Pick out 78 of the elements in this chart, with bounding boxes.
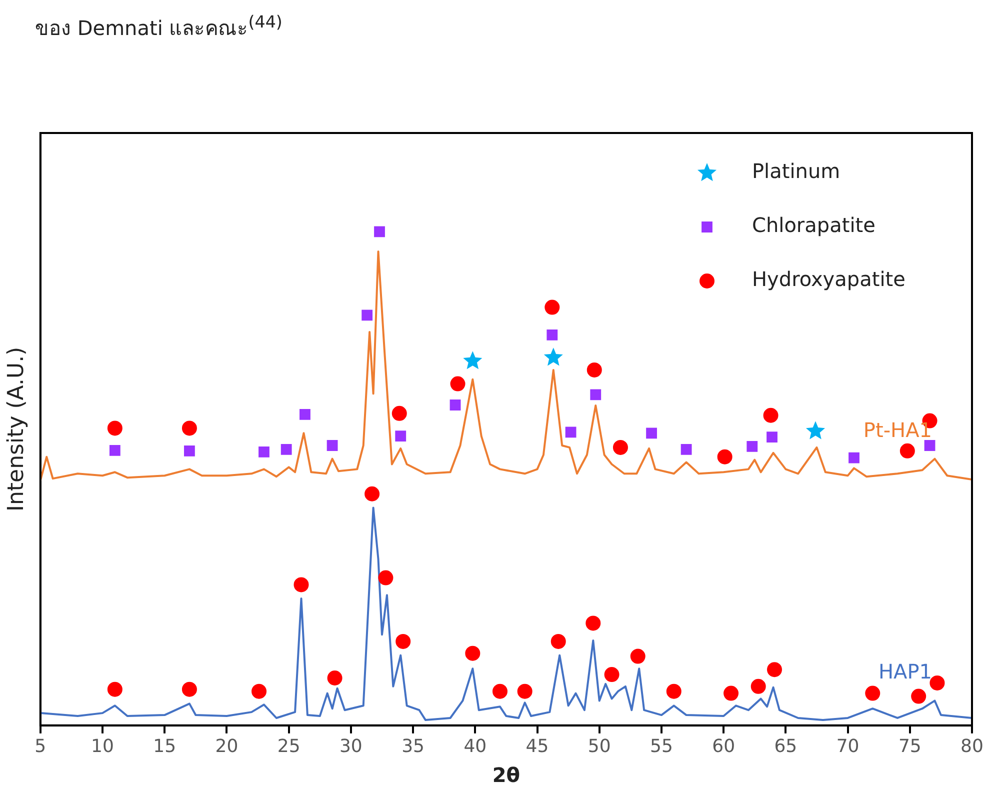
point [107, 682, 122, 697]
x-tick-label: 60 [712, 736, 736, 757]
point [865, 686, 880, 701]
point [586, 362, 602, 378]
point [362, 310, 373, 321]
legend-label: Hydroxyapatite [752, 267, 906, 292]
x-tick-label: 5 [34, 736, 46, 757]
point [327, 670, 342, 686]
point [806, 421, 825, 440]
x-tick-label: 35 [402, 736, 424, 757]
point [517, 684, 532, 699]
point [463, 351, 482, 370]
legend-label: Platinum [752, 159, 840, 184]
point [646, 428, 657, 439]
point [666, 684, 682, 699]
point [565, 426, 576, 438]
point [763, 408, 778, 423]
point [750, 678, 766, 694]
point [252, 684, 267, 699]
x-tick-label: 25 [277, 736, 300, 757]
point [450, 400, 461, 410]
point [746, 441, 758, 452]
point [924, 440, 936, 451]
point [378, 570, 394, 586]
point [294, 577, 309, 592]
point [848, 452, 860, 464]
point [182, 682, 197, 697]
point [550, 634, 566, 649]
x-tick-label: 40 [464, 736, 487, 757]
point [395, 430, 406, 442]
x-tick-label: 50 [588, 736, 611, 757]
y-axis-title: Intensity (A.U.) [4, 346, 29, 512]
series-label: Pt-HA1 [863, 418, 932, 442]
point [930, 675, 945, 690]
x-tick-label: 55 [650, 736, 673, 757]
text: ของ Demnati และคณะ$^{(44)}$ [35, 12, 282, 42]
x-axis-title: 2θ [492, 763, 520, 788]
legend-label: Chlorapatite [752, 213, 876, 238]
point [465, 646, 480, 661]
point [280, 444, 292, 455]
x-tick-label: 30 [339, 736, 362, 757]
x-tick-label: 65 [774, 736, 798, 757]
point [630, 648, 646, 664]
point [182, 420, 197, 436]
point [258, 446, 270, 458]
x-tick-label: 20 [215, 736, 238, 757]
point [546, 329, 558, 340]
point [374, 226, 385, 238]
point [450, 376, 466, 392]
point [766, 432, 778, 443]
point [184, 445, 195, 456]
point [107, 420, 122, 436]
series-label: HAP1 [878, 660, 932, 684]
point [364, 486, 380, 502]
point [109, 444, 120, 456]
point [492, 684, 508, 699]
point [544, 300, 560, 315]
point [326, 440, 338, 451]
x-tick-label: 80 [960, 736, 984, 757]
point [717, 449, 732, 464]
point [724, 686, 739, 701]
x-tick-label: 10 [91, 736, 114, 757]
point [300, 408, 310, 420]
point [396, 634, 411, 649]
point [590, 389, 602, 400]
x-tick-label: 75 [898, 736, 922, 757]
point [680, 444, 692, 455]
x-tick-label: 15 [153, 736, 176, 757]
x-tick-label: 45 [526, 736, 549, 757]
point [586, 616, 601, 631]
point [900, 443, 915, 458]
point [911, 688, 926, 704]
point [544, 348, 563, 366]
x-tick-label: 70 [836, 736, 860, 757]
point [604, 667, 620, 682]
point [612, 440, 628, 455]
point [392, 406, 407, 421]
point [767, 662, 782, 678]
